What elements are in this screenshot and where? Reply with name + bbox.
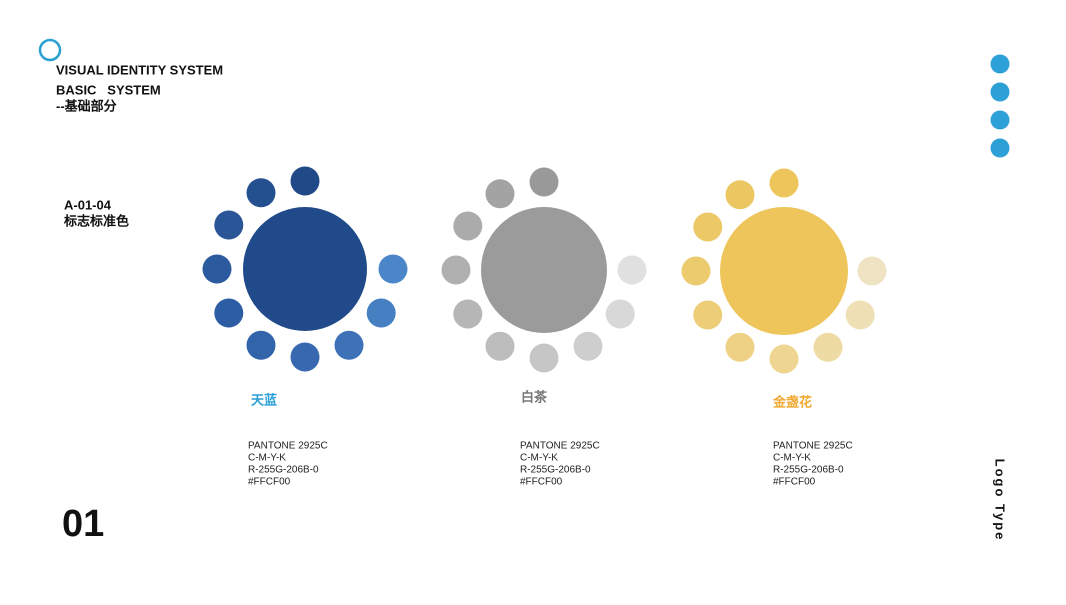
side-label: Logo Type [993,459,1008,542]
code-id: A-01-04 [64,197,112,212]
small-swatch [214,210,244,240]
small-swatch [202,254,232,284]
code-label: 标志标准色 [63,213,129,228]
small-swatch [693,300,723,330]
small-swatch [453,211,483,241]
dot-column [990,54,1010,158]
small-swatch [573,331,603,361]
small-swatch [366,298,396,328]
small-swatch [769,168,799,198]
small-swatch [617,255,647,285]
dot [990,138,1010,158]
swatch-name: 金盏花 [772,394,812,409]
small-swatch [246,330,276,360]
small-swatch [290,342,320,372]
header-title: VISUAL IDENTITY SYSTEM [56,62,223,77]
small-swatch [681,256,711,286]
small-swatch [214,298,244,328]
small-swatch [605,299,635,329]
small-swatch [845,300,875,330]
swatch-spec: R-255G-206B-0 [773,465,844,476]
swatch-spec: PANTONE 2925C [773,441,853,452]
ring-icon [38,38,62,62]
small-swatch [857,256,887,286]
small-swatch [378,254,408,284]
small-swatch [725,332,755,362]
small-swatch [290,166,320,196]
small-swatch [529,343,559,373]
small-swatch [485,179,515,209]
small-swatch [485,331,515,361]
dot [990,82,1010,102]
small-swatch [693,212,723,242]
small-swatch [529,167,559,197]
small-swatch [769,344,799,374]
header-section: --基础部分 [56,98,117,113]
swatch-spec: #FFCF00 [248,477,291,488]
swatch-spec: C-M-Y-K [773,453,811,464]
swatch-spec: #FFCF00 [773,477,816,488]
main-swatch [243,207,367,331]
main-swatch [481,207,607,333]
small-swatch [334,330,364,360]
main-swatch [720,207,848,335]
swatch-name: 天蓝 [251,392,277,407]
swatch-spec: C-M-Y-K [520,453,558,464]
dot [990,54,1010,74]
small-swatch [246,178,276,208]
header-subtitle: BASIC SYSTEM [56,82,161,97]
swatch-spec: PANTONE 2925C [248,441,328,452]
small-swatch [813,332,843,362]
small-swatch [453,299,483,329]
small-swatch [725,180,755,210]
swatch-name: 白茶 [521,389,548,404]
swatch-spec: PANTONE 2925C [520,441,600,452]
swatch-spec: R-255G-206B-0 [248,465,319,476]
swatch-spec: C-M-Y-K [248,453,286,464]
dot [990,110,1010,130]
swatch-spec: R-255G-206B-0 [520,465,591,476]
small-swatch [441,255,471,285]
swatch-spec: #FFCF00 [520,477,563,488]
page-number: 01 [62,503,104,545]
